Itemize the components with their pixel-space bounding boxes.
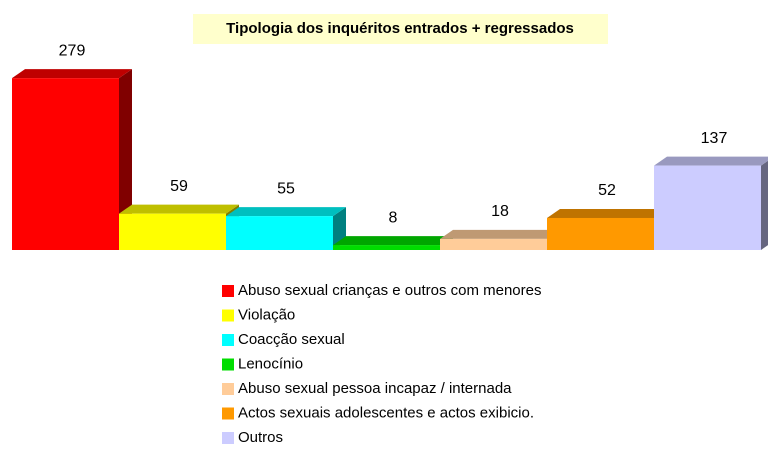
legend-label: Lenocínio — [238, 355, 303, 372]
bar — [12, 78, 119, 250]
legend-label: Abuso sexual pessoa incapaz / internada — [238, 380, 512, 397]
legend-label: Actos sexuais adolescentes e actos exibi… — [238, 404, 534, 421]
bar-top — [226, 207, 346, 217]
legend-swatch — [222, 407, 234, 420]
legend-label: Abuso sexual crianças e outros com menor… — [238, 282, 541, 299]
bar-side — [119, 69, 132, 250]
bar — [226, 216, 333, 250]
legend-swatch — [222, 383, 234, 395]
legend-label: Outros — [238, 429, 283, 446]
value-label: 52 — [598, 182, 616, 199]
legend-swatch — [222, 334, 234, 346]
legend-swatch — [222, 309, 234, 322]
bar — [547, 217, 654, 250]
legend-swatch — [222, 358, 234, 371]
bar-top — [440, 229, 560, 239]
legend-label: Violação — [238, 306, 295, 323]
bar-top — [547, 208, 667, 218]
value-label: 59 — [170, 178, 188, 195]
bar — [119, 213, 226, 250]
bar — [654, 165, 761, 250]
value-label: 8 — [389, 209, 398, 226]
bar-side — [761, 160, 768, 250]
bar-top — [119, 204, 239, 214]
legend-label: Coacção sexual — [238, 331, 345, 348]
bar-top — [333, 236, 453, 246]
bar-top — [654, 156, 768, 166]
legend-swatch — [222, 432, 234, 444]
value-label: 55 — [277, 180, 295, 197]
bar-top — [12, 69, 132, 79]
bar — [440, 238, 547, 250]
value-label: 137 — [701, 130, 728, 147]
legend-swatch — [222, 285, 234, 297]
value-label: 279 — [59, 42, 86, 59]
chart-title: Tipologia dos inquéritos entrados + regr… — [226, 20, 574, 37]
bar — [333, 245, 440, 250]
value-label: 18 — [491, 203, 509, 220]
title-background — [193, 14, 608, 44]
